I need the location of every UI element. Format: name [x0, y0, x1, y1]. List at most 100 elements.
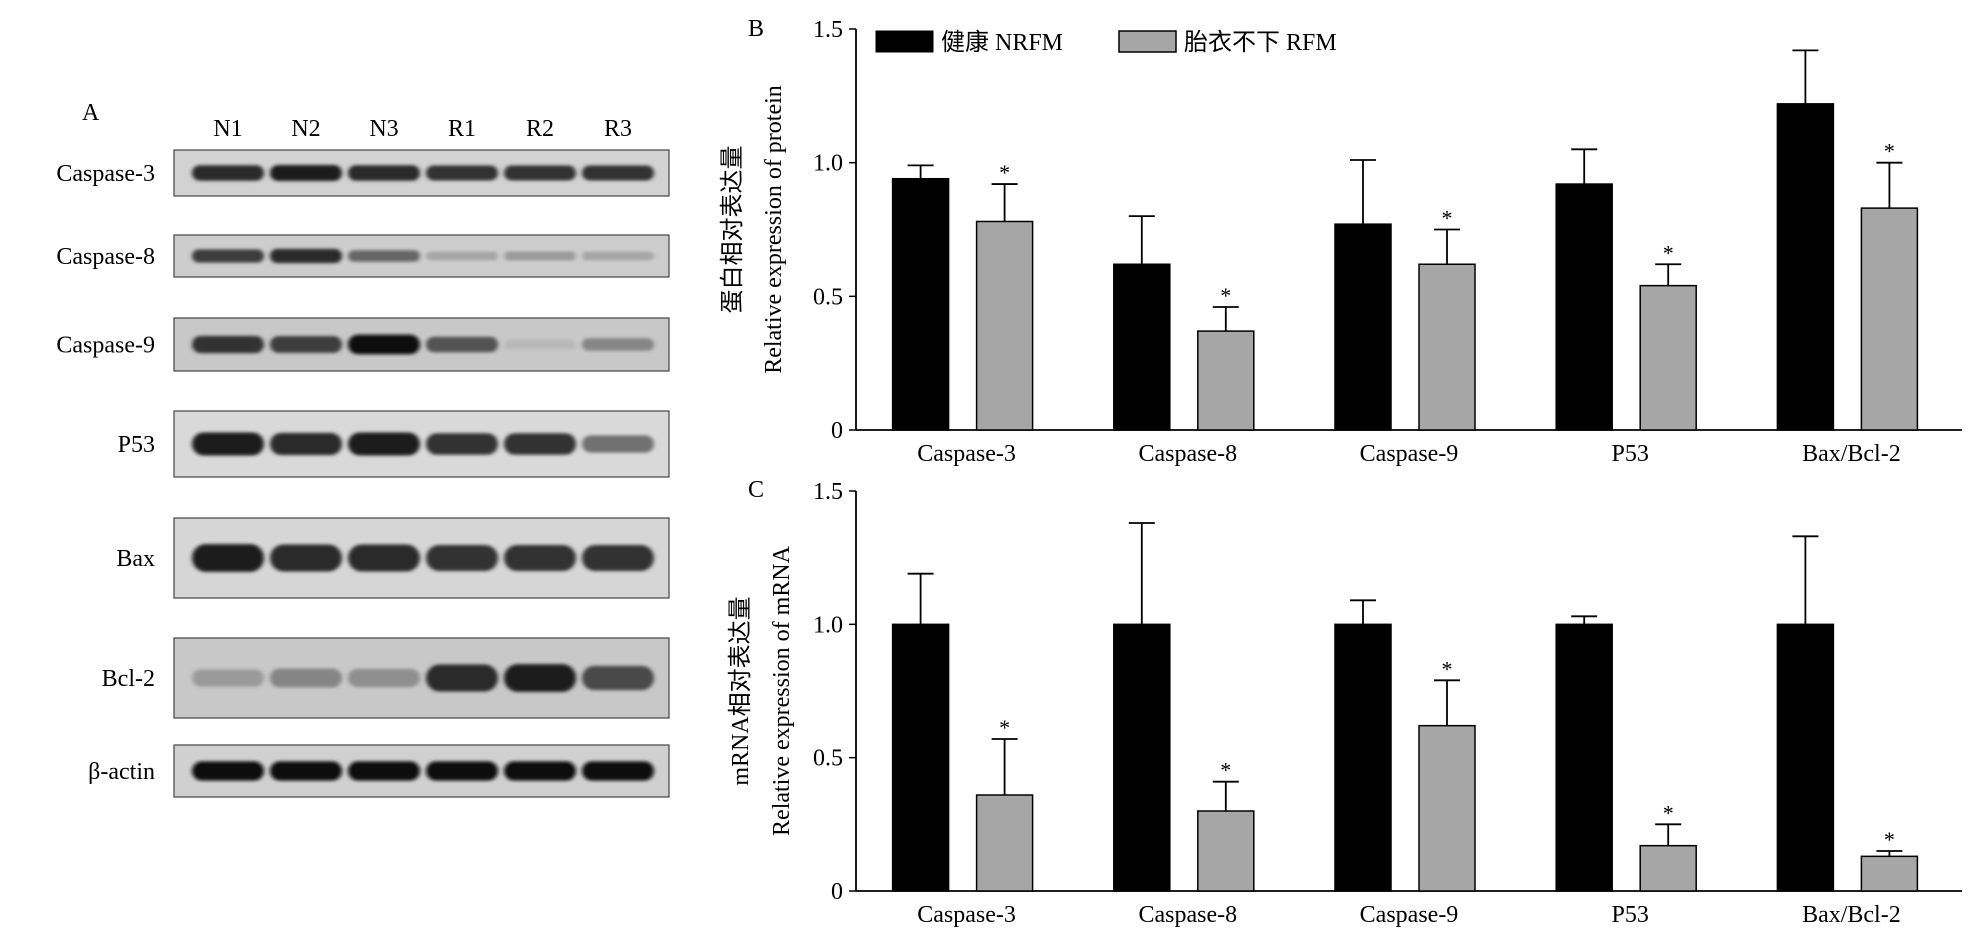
panel-a-label: A: [82, 100, 100, 126]
bar-nrfm: [1334, 623, 1392, 892]
significance-mark: *: [1884, 827, 1895, 852]
x-tick-label: Caspase-3: [917, 902, 1016, 928]
band-n1: [192, 544, 264, 572]
lane-label-r3: R3: [604, 116, 632, 142]
y-tick-label: 1.0: [813, 151, 843, 177]
band-n1: [192, 761, 264, 781]
x-tick-label: Caspase-3: [917, 441, 1016, 467]
band-n2: [270, 761, 342, 781]
band-n3: [348, 334, 420, 355]
band-n2: [270, 336, 342, 353]
y-axis-label-cn: mRNA相对表达量: [727, 596, 754, 785]
lane-label-r2: R2: [526, 116, 554, 142]
blot-row--actin: β-actin: [88, 744, 670, 798]
band-r1: [426, 251, 498, 261]
panel-label: B: [748, 16, 764, 42]
band-n3: [348, 668, 420, 688]
bar-nrfm: [1776, 623, 1835, 892]
lane-labels: N1 N2 N3 R1 R2 R3: [213, 116, 632, 142]
bar-nrfm: [1776, 103, 1835, 431]
band-r3: [582, 338, 654, 351]
x-tick-label: P53: [1612, 902, 1649, 928]
bar-rfm: [1197, 810, 1255, 892]
blot-row-caspase-3: Caspase-3: [56, 149, 670, 197]
bar-nrfm: [1334, 223, 1392, 431]
band-r3: [582, 165, 654, 181]
legend-swatch-rfm: [1118, 30, 1177, 53]
protein-expression-chart: 0 0.5 1.0 1.5 B 蛋白相对表达量 Relative expression of…: [719, 16, 1962, 467]
bar-nrfm: [891, 177, 950, 431]
lane-label-n3: N3: [369, 116, 398, 142]
y-axis-label-cn: 蛋白相对表达量: [719, 146, 746, 314]
y-tick-label: 0.5: [813, 284, 843, 310]
y-tick-label: 1.0: [813, 612, 843, 638]
legend-swatch-nrfm: [875, 30, 934, 53]
band-n2: [270, 432, 342, 456]
y-tick-label: 0: [831, 879, 843, 905]
significance-mark: *: [1220, 758, 1231, 783]
band-n3: [348, 250, 420, 262]
western-blot-panel: A N1 N2 N3 R1 R2 R3 Caspase-3Caspase-8Caspase…: [56, 100, 670, 798]
band-r3: [582, 544, 654, 572]
band-r1: [426, 165, 498, 181]
bar-rfm: [975, 220, 1034, 431]
significance-mark: *: [1663, 240, 1674, 265]
band-r3: [582, 665, 654, 691]
band-r3: [582, 435, 654, 453]
lane-label-r1: R1: [448, 116, 476, 142]
band-n1: [192, 335, 264, 354]
band-r1: [426, 433, 498, 455]
band-r1: [426, 664, 498, 692]
bar-nrfm: [1555, 623, 1613, 892]
band-r2: [504, 761, 576, 781]
band-r1: [426, 761, 498, 781]
band-n2: [270, 544, 342, 572]
band-n1: [192, 669, 264, 687]
bar-nrfm: [1113, 263, 1171, 431]
band-r2: [504, 664, 576, 692]
bar-rfm: [1418, 263, 1476, 431]
bar-rfm: [1639, 284, 1697, 431]
blot-label: Bax: [116, 546, 155, 572]
band-r3: [582, 251, 654, 261]
significance-mark: *: [1442, 206, 1453, 231]
x-tick-label: Caspase-8: [1138, 441, 1237, 467]
significance-mark: *: [1442, 656, 1453, 681]
bar-rfm: [1418, 724, 1476, 892]
band-r2: [504, 165, 576, 181]
x-tick-label: P53: [1612, 441, 1649, 467]
blot-label: P53: [118, 432, 155, 458]
significance-mark: *: [999, 160, 1010, 185]
bar-rfm: [975, 794, 1034, 892]
blot-label: Caspase-8: [56, 244, 155, 270]
blot-row-caspase-8: Caspase-8: [56, 234, 670, 278]
blot-row-bax: Bax: [116, 517, 670, 599]
bar-rfm: [1860, 855, 1919, 892]
band-r2: [504, 433, 576, 455]
blot-label: β-actin: [88, 759, 155, 785]
band-r1: [426, 336, 498, 353]
band-r2: [504, 339, 576, 350]
blot-label: Caspase-3: [56, 161, 155, 187]
band-r2: [504, 544, 576, 572]
legend-label-nrfm: 健康 NRFM: [941, 29, 1063, 56]
bar-nrfm: [1555, 183, 1613, 431]
y-tick-label: 0.5: [813, 746, 843, 772]
band-n1: [192, 249, 264, 263]
bar-rfm: [1860, 207, 1919, 431]
x-tick-label: Caspase-8: [1138, 902, 1237, 928]
y-axis-label-en: Relative expression of mRNA: [769, 545, 795, 836]
band-r2: [504, 251, 576, 261]
y-tick-label: 0: [831, 418, 843, 444]
bar-rfm: [1639, 844, 1697, 892]
band-n3: [348, 165, 420, 181]
legend: 健康 NRFM 胎衣不下 RFM: [875, 29, 1337, 56]
blot-rows: Caspase-3 Caspase-8 Caspase-9 P53 Bax Bcl-2 β-…: [56, 149, 670, 798]
y-tick-label: 1.5: [813, 479, 843, 505]
bar-nrfm: [891, 623, 950, 892]
significance-mark: *: [999, 715, 1010, 740]
x-tick-label: Caspase-9: [1360, 902, 1459, 928]
panel-label: C: [748, 477, 764, 503]
band-n3: [348, 544, 420, 572]
